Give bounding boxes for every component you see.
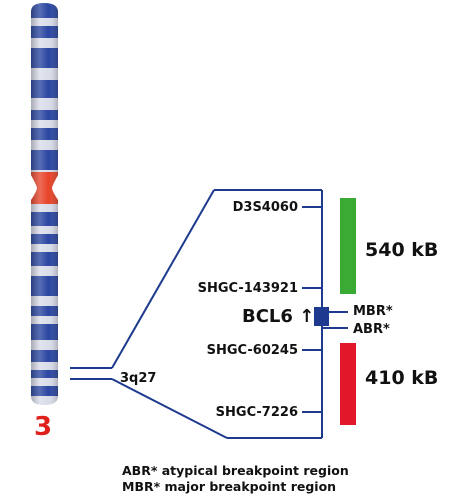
chromosome-3 — [31, 3, 58, 405]
segment-bar-540kb — [340, 198, 356, 294]
marker-shgc-143921: SHGC-143921 — [197, 281, 298, 296]
band-zoom-lines — [70, 189, 322, 439]
segment-size-540: 540 kB — [365, 239, 439, 261]
marker-d3s4060: D3S4060 — [232, 200, 298, 215]
gene-label: BCL6 ↑ — [242, 308, 314, 326]
segment-bar-410kb — [340, 343, 356, 425]
legend-abr: ABR* atypical breakpoint region — [122, 463, 349, 478]
bcl6-locus — [314, 307, 329, 326]
region-abr: ABR* — [353, 322, 390, 337]
band-label: 3q27 — [120, 371, 157, 386]
gene-name: BCL6 — [242, 306, 293, 327]
chromosome-number: 3 — [34, 412, 53, 442]
segment-size-410: 410 kB — [365, 367, 439, 389]
marker-shgc-60245: SHGC-60245 — [206, 343, 298, 358]
legend-mbr: MBR* major breakpoint region — [122, 479, 337, 494]
arrow-up-icon: ↑ — [299, 306, 315, 327]
region-mbr: MBR* — [353, 304, 393, 319]
marker-shgc-7226: SHGC-7226 — [215, 405, 298, 420]
